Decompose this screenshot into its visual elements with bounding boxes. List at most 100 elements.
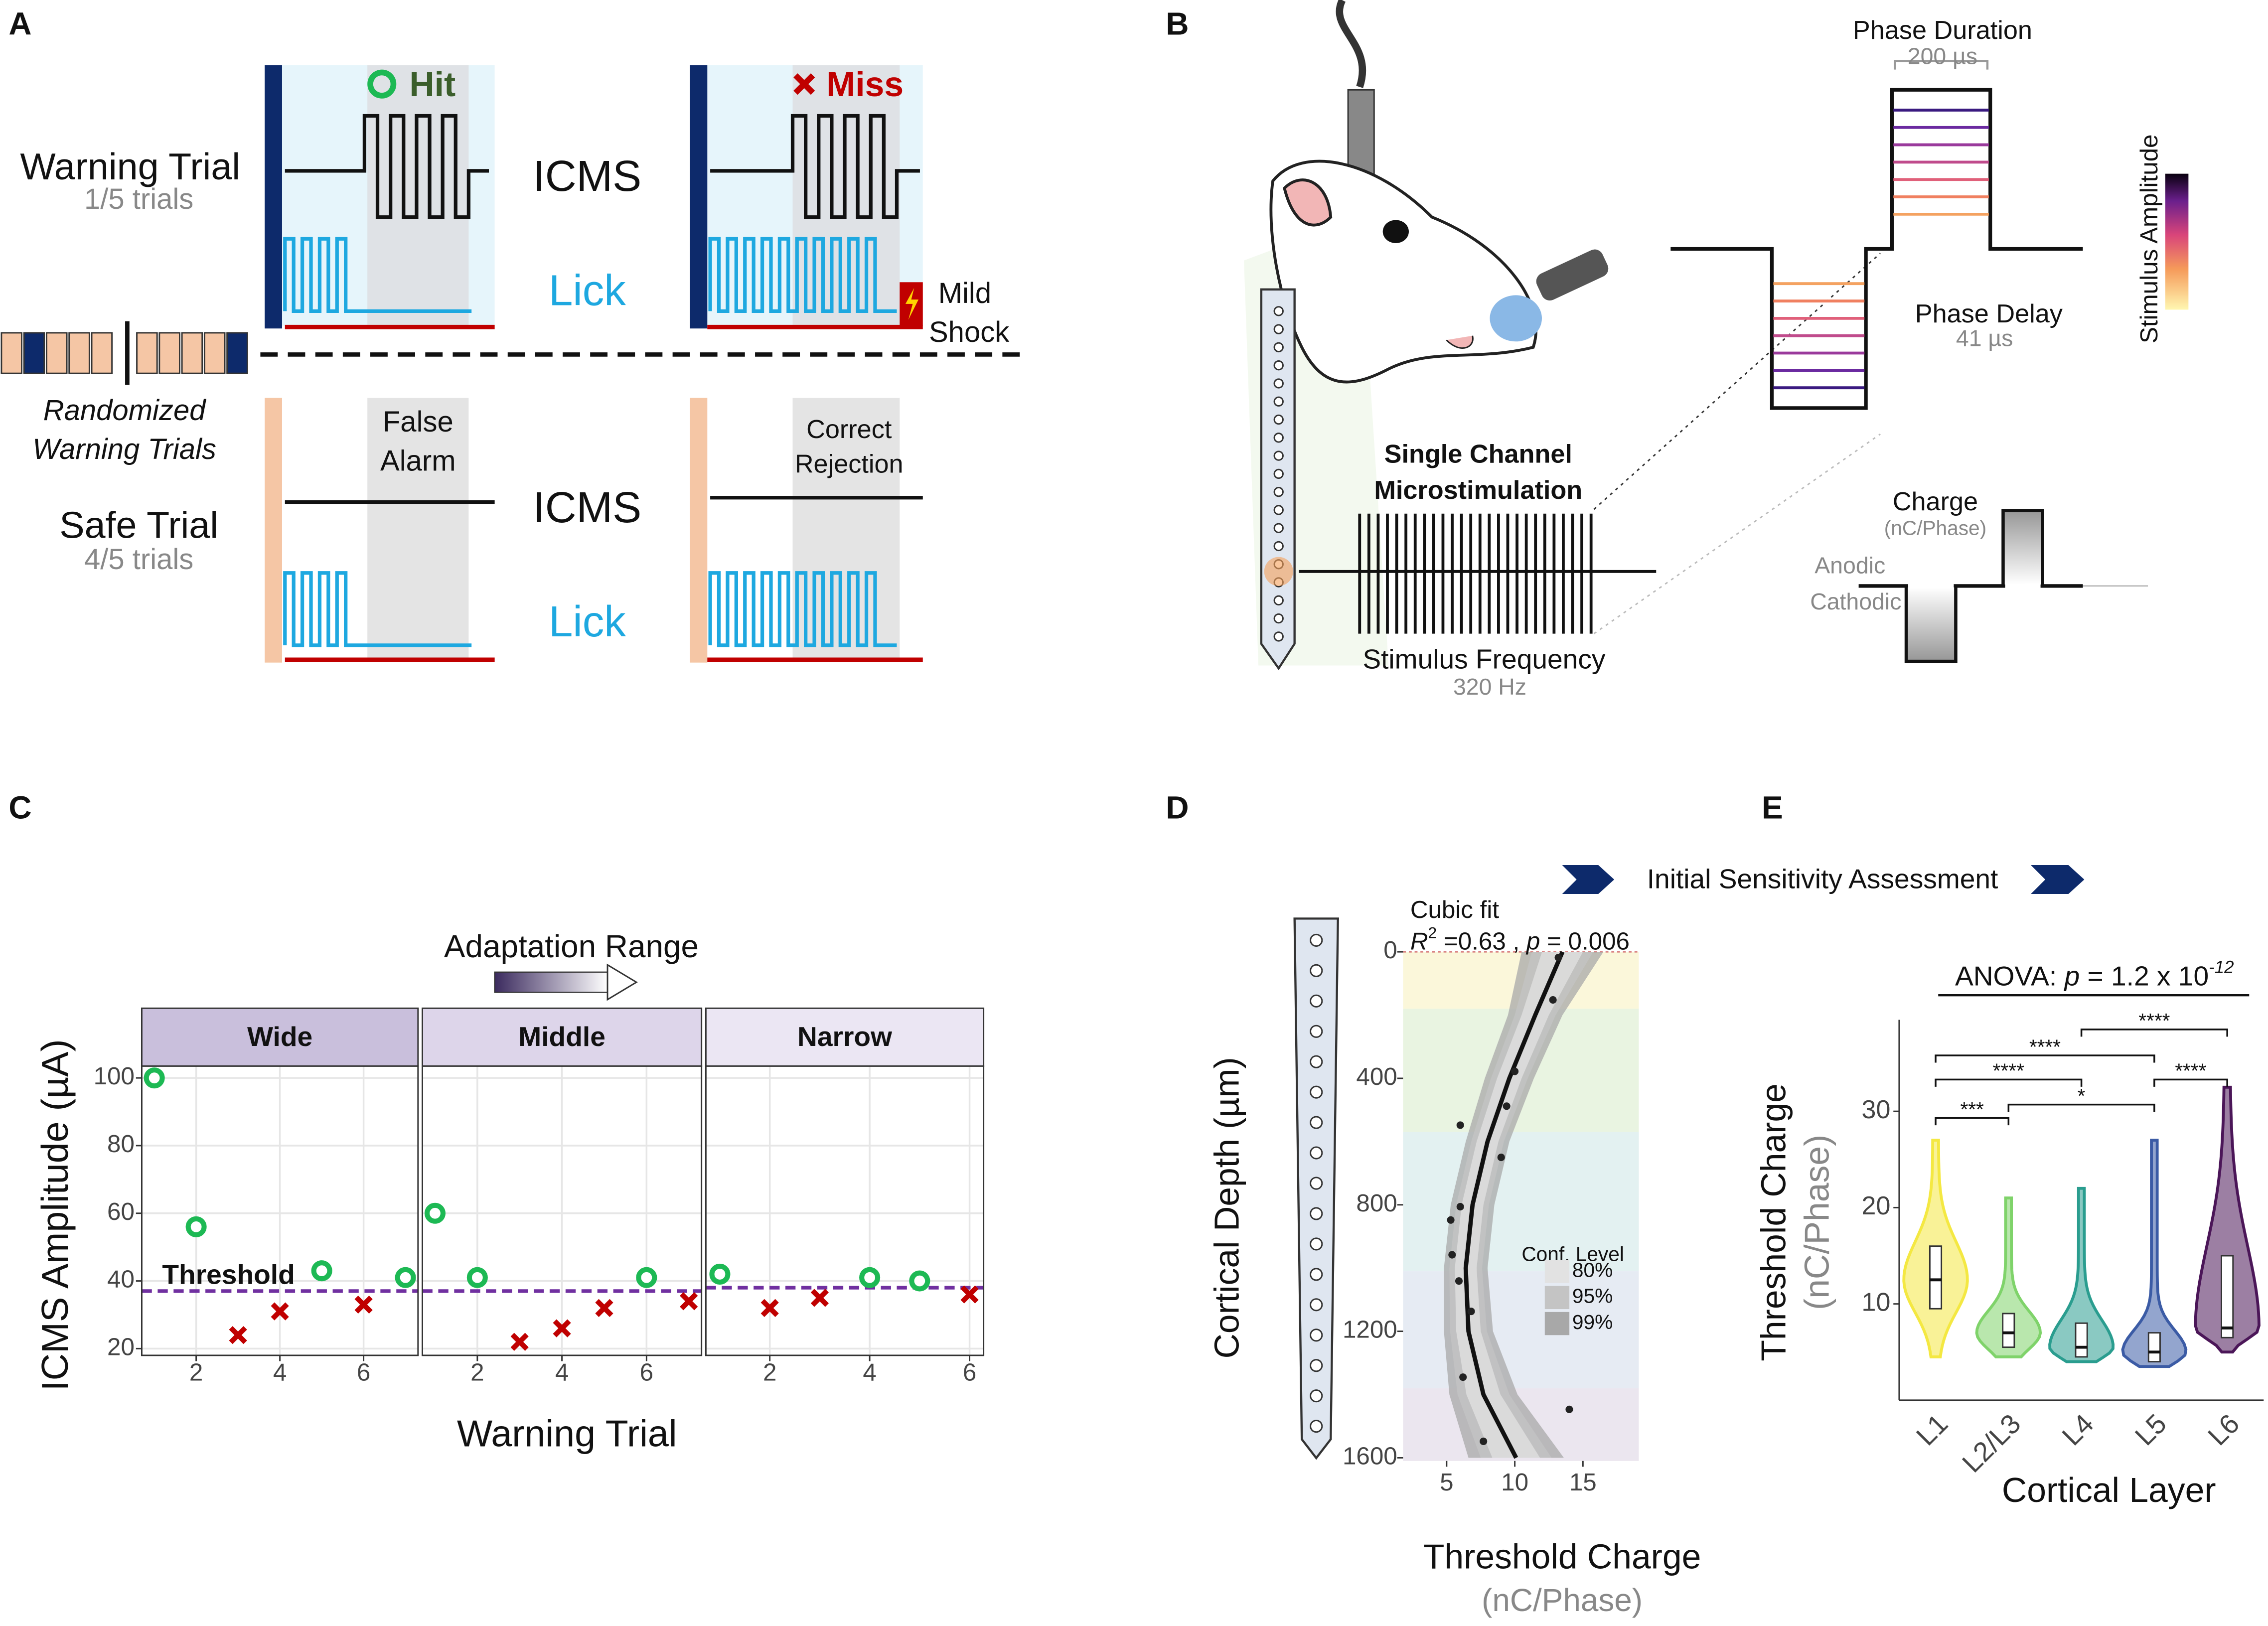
fit-stats-part: R (1410, 928, 1428, 955)
significance-label: *** (1960, 1098, 1984, 1121)
legend-label: 99% (1572, 1311, 1613, 1333)
banner-text: Initial Sensitivity Assessment (1647, 863, 1998, 894)
label: 4/5 trials (84, 543, 193, 576)
y-axis-label: (nC/Phase) (1798, 1135, 1836, 1310)
charge-waveform (1858, 509, 2083, 663)
label: Warning Trials (32, 433, 216, 465)
trial-block (136, 332, 158, 374)
response-window (792, 398, 900, 660)
label: Phase Duration (1853, 16, 2032, 45)
warning-bar (690, 65, 708, 329)
stim-site (1264, 557, 1293, 586)
icms-trace (285, 114, 489, 219)
panel-label: A (8, 5, 31, 41)
x-axis-label: Cortical Layer (2002, 1471, 2216, 1509)
label: 320 Hz (1453, 674, 1526, 700)
box (1929, 1245, 1943, 1310)
x-tick-label: 6 (640, 1359, 653, 1386)
confidence-band (1449, 952, 1593, 1458)
label: Charge (1893, 487, 1978, 516)
lick-trace (283, 237, 472, 313)
significance-label: **** (1993, 1059, 2024, 1082)
x-tick-label: 4 (555, 1359, 569, 1386)
significance-label: **** (2138, 1009, 2170, 1032)
plot-frame (422, 1065, 703, 1356)
label: Miss (826, 65, 904, 104)
site (1273, 468, 1284, 479)
site (1273, 360, 1284, 371)
site (1310, 1207, 1323, 1220)
site (1273, 378, 1284, 389)
site (1310, 1085, 1323, 1099)
site (1273, 613, 1284, 624)
panel-label: E (1762, 790, 1783, 826)
x-tick-label: 4 (863, 1359, 876, 1386)
label: ICMS (533, 483, 642, 532)
banner-arrow (2031, 865, 2085, 894)
water-drop (1490, 295, 1542, 342)
x-tick-label: L4 (2056, 1408, 2100, 1451)
label: Randomized (43, 394, 207, 427)
site (1273, 450, 1284, 461)
site (1310, 994, 1323, 1008)
y-tick-label: 40 (107, 1266, 135, 1293)
significance-bracket (2153, 1078, 2228, 1087)
data-point (1497, 1154, 1505, 1162)
title-part: = 1.2 x 10 (2080, 960, 2209, 991)
trial-block (46, 332, 68, 374)
facet-title: Middle (518, 1021, 605, 1052)
miss-point (680, 1292, 698, 1311)
data-point (1455, 1277, 1463, 1285)
data-point (1565, 1405, 1573, 1413)
site (1273, 523, 1284, 533)
trial-block (0, 332, 22, 374)
duration-bracket (1893, 60, 1989, 70)
y-tick-label: 800 (1356, 1189, 1397, 1217)
zoom-line (1593, 433, 1881, 634)
lick-trace (708, 571, 897, 647)
x-tick-label: 6 (963, 1359, 976, 1386)
y-tick-label: 1600 (1343, 1442, 1397, 1470)
legend-label: 95% (1572, 1285, 1613, 1308)
data-point (1511, 1067, 1519, 1075)
x-tick-label: L2/L3 (1956, 1408, 2026, 1478)
lick-trace (283, 571, 472, 647)
data-point (1503, 1102, 1511, 1110)
site (1310, 1055, 1323, 1068)
label: ICMS (533, 152, 642, 200)
range-arrow-outline (494, 971, 608, 993)
y-tick-label: 20 (1861, 1191, 1890, 1220)
significance-bracket (1935, 1054, 2155, 1063)
chart-title: ANOVA: p = 1.2 x 10-12 (1955, 957, 2234, 991)
rat-eye (1382, 220, 1409, 243)
panel-label: B (1166, 5, 1189, 41)
miss-point (810, 1289, 829, 1307)
box (2221, 1255, 2234, 1338)
warning-bar (265, 65, 282, 329)
fit-stats-part: =0.63 , (1437, 928, 1526, 955)
label: Microstimulation (1374, 476, 1582, 505)
label: Hit (409, 65, 455, 104)
x-tick-label: 10 (1501, 1469, 1528, 1496)
x-tick-label: 2 (470, 1359, 484, 1386)
icms-trace (710, 114, 920, 219)
significance-label: **** (2175, 1059, 2206, 1082)
label: Cathodic (1810, 589, 1901, 614)
legend-swatch (1544, 1286, 1570, 1310)
box (2075, 1322, 2088, 1358)
box (2002, 1313, 2015, 1348)
miss-point (229, 1326, 247, 1344)
pulse-train (1358, 513, 1593, 634)
panel-a: Warning Trial 1/5 trials Hit Miss ICMS L… (0, 65, 1020, 663)
label: Mild (938, 277, 991, 309)
significance-label: * (2078, 1084, 2086, 1107)
miss-point (271, 1302, 289, 1321)
range-arrow (494, 972, 608, 993)
site (1310, 1389, 1323, 1403)
site (1273, 595, 1284, 606)
threshold-label: Threshold (162, 1259, 295, 1290)
facet-title: Wide (247, 1021, 312, 1052)
data-point (1480, 1437, 1488, 1445)
chart-title: Adaptation Range (444, 928, 699, 964)
